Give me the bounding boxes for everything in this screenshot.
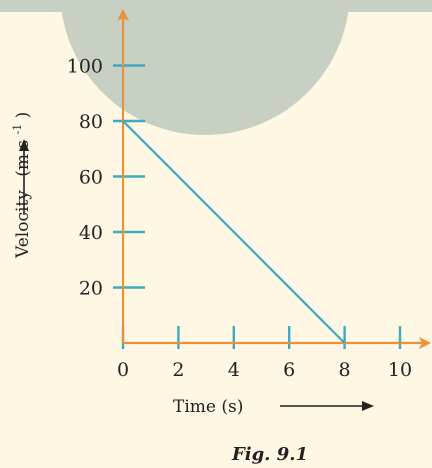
x-tick-label: 8 bbox=[339, 359, 351, 381]
x-axis-direction-arrow bbox=[280, 401, 374, 411]
velocity-time-line bbox=[122, 120, 346, 344]
y-tick-label: 20 bbox=[79, 278, 103, 300]
x-tick-label: 2 bbox=[172, 359, 184, 381]
x-axis-title: Time (s) bbox=[173, 397, 243, 417]
axes-layer bbox=[117, 9, 431, 349]
x-tick-label: 6 bbox=[283, 359, 295, 381]
y-axis-title-main: Velocity bbox=[13, 190, 33, 259]
y-tick-label: 100 bbox=[67, 56, 103, 78]
y-axis-direction-arrow bbox=[19, 139, 29, 215]
y-axis-title-close: ) bbox=[13, 112, 33, 119]
y-axis-title: Velocity (m s -1 ) bbox=[6, 112, 33, 259]
y-axis-arrowhead bbox=[117, 9, 129, 21]
tick-label-layer: 20 40 60 80 100 0 2 4 6 8 10 bbox=[67, 56, 412, 382]
x-tick-label: 4 bbox=[228, 359, 240, 381]
overlay-circle bbox=[60, 0, 350, 135]
x-axis-arrowhead bbox=[419, 337, 431, 349]
tick-layer bbox=[113, 64, 402, 349]
x-tick-label: 0 bbox=[117, 359, 129, 381]
y-axis-title-superscript: -1 bbox=[11, 124, 24, 135]
y-tick-label: 60 bbox=[79, 167, 103, 189]
y-tick-label: 80 bbox=[79, 111, 103, 133]
x-tick-label: 10 bbox=[388, 359, 412, 381]
y-tick-label: 40 bbox=[79, 222, 103, 244]
series-layer bbox=[122, 120, 346, 344]
figure-caption: Fig. 9.1 bbox=[231, 444, 308, 464]
